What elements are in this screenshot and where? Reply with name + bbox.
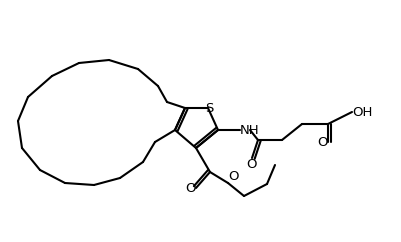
Text: O: O bbox=[317, 136, 327, 149]
Text: O: O bbox=[185, 182, 196, 195]
Text: NH: NH bbox=[239, 123, 259, 136]
Text: OH: OH bbox=[351, 106, 371, 119]
Text: S: S bbox=[204, 101, 213, 114]
Text: O: O bbox=[246, 158, 257, 171]
Text: O: O bbox=[227, 170, 238, 183]
